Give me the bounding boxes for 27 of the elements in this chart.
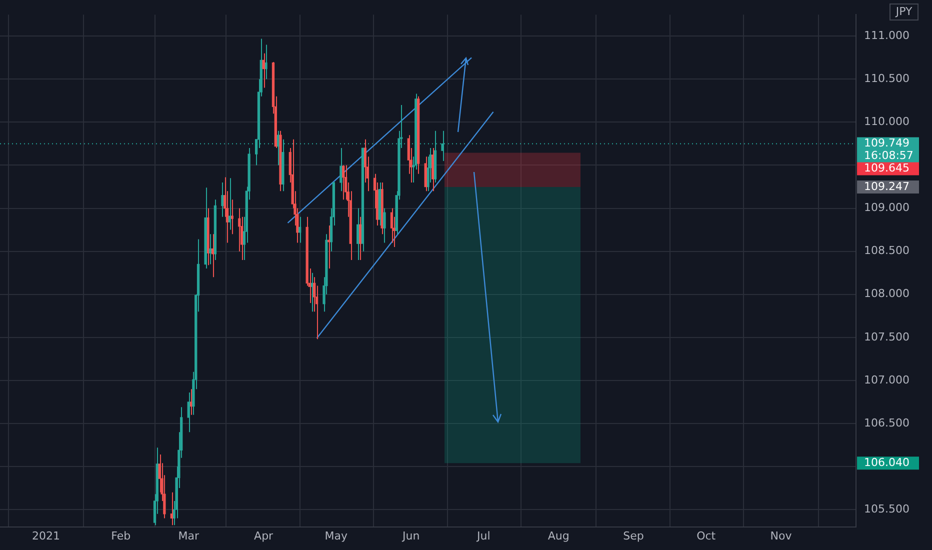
text: 106.040 xyxy=(864,456,910,469)
x-tick-label: Feb xyxy=(111,529,131,542)
x-tick-label: Nov xyxy=(770,529,792,542)
text: 109.247 xyxy=(864,180,910,193)
x-tick-label: Mar xyxy=(178,529,200,542)
x-tick-label: Jul xyxy=(476,529,490,542)
text: 16:08:57 xyxy=(864,149,914,162)
y-tick-label: 107.500 xyxy=(864,330,910,344)
y-tick-label: 107.000 xyxy=(864,373,910,386)
x-tick-label: Sep xyxy=(623,529,644,542)
y-tick-label: 106.500 xyxy=(864,416,910,430)
x-tick-label: Jun xyxy=(401,529,420,542)
y-tick-label: 110.000 xyxy=(864,115,910,128)
y-axis-title: JPY xyxy=(894,4,912,18)
x-tick-label: Oct xyxy=(696,529,716,542)
x-tick-label: Aug xyxy=(548,529,570,542)
text: 109.645 xyxy=(864,162,910,175)
y-tick-label: 108.500 xyxy=(864,244,910,258)
ref-line-label: 109.749 xyxy=(864,136,910,150)
y-tick-label: 111.000 xyxy=(864,28,910,42)
x-tick-label: May xyxy=(324,529,348,542)
x-tick-label: Apr xyxy=(254,529,274,542)
y-tick-label: 109.000 xyxy=(864,201,910,214)
x-tick-label: 2021 xyxy=(32,529,60,542)
y-tick-label: 108.000 xyxy=(864,287,910,300)
y-tick-label: 105.500 xyxy=(864,502,910,516)
y-tick-label: 110.500 xyxy=(864,72,910,86)
